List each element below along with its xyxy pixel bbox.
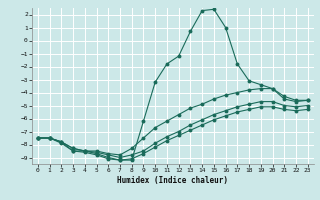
X-axis label: Humidex (Indice chaleur): Humidex (Indice chaleur)	[117, 176, 228, 185]
